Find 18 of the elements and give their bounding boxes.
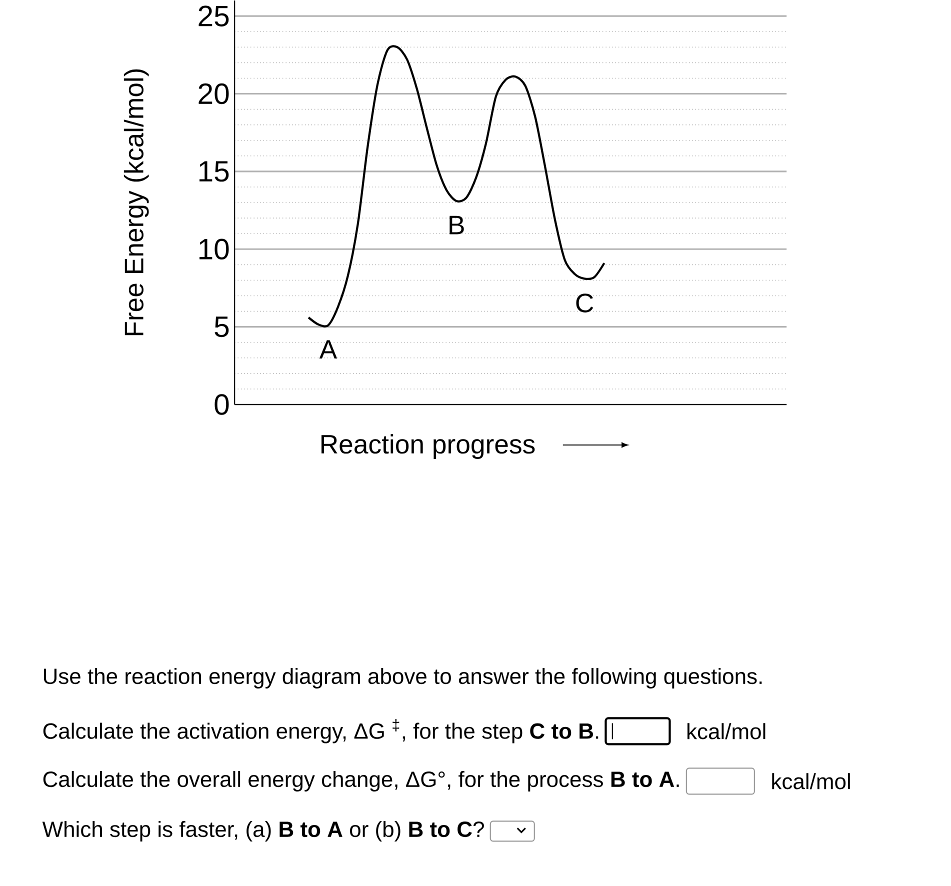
- text: kcal/mol: [772, 773, 850, 790]
- text: Calculate the activation energy, ΔG $^{‡}$, for the step C to B.: [43, 719, 598, 744]
- y-tick-label: 0: [214, 394, 229, 415]
- y-tick-label: 5: [214, 316, 229, 337]
- text: Use the reaction energy diagram above to answer the following questions.: [44, 668, 762, 688]
- y-tick-label: 15: [200, 161, 229, 182]
- annotation: B: [450, 216, 464, 234]
- text: Calculate the overall energy change, ΔG°, for the process B to A.: [43, 770, 679, 792]
- text: kcal/mol: [687, 723, 766, 740]
- annotation: A: [319, 340, 338, 358]
- y-tick-label: 25: [198, 6, 229, 26]
- y-tick-label: 10: [200, 238, 229, 260]
- line-series: [307, 45, 606, 328]
- y-axis-title: Free Energy (kcal/mol): [124, 69, 149, 336]
- y-tick-label: 20: [198, 83, 229, 104]
- text: Which step is faster, (a) B to A or (b) B to C?: [42, 820, 484, 842]
- x-axis-title: Reaction progress: [322, 434, 535, 459]
- annotation: C: [576, 294, 594, 312]
